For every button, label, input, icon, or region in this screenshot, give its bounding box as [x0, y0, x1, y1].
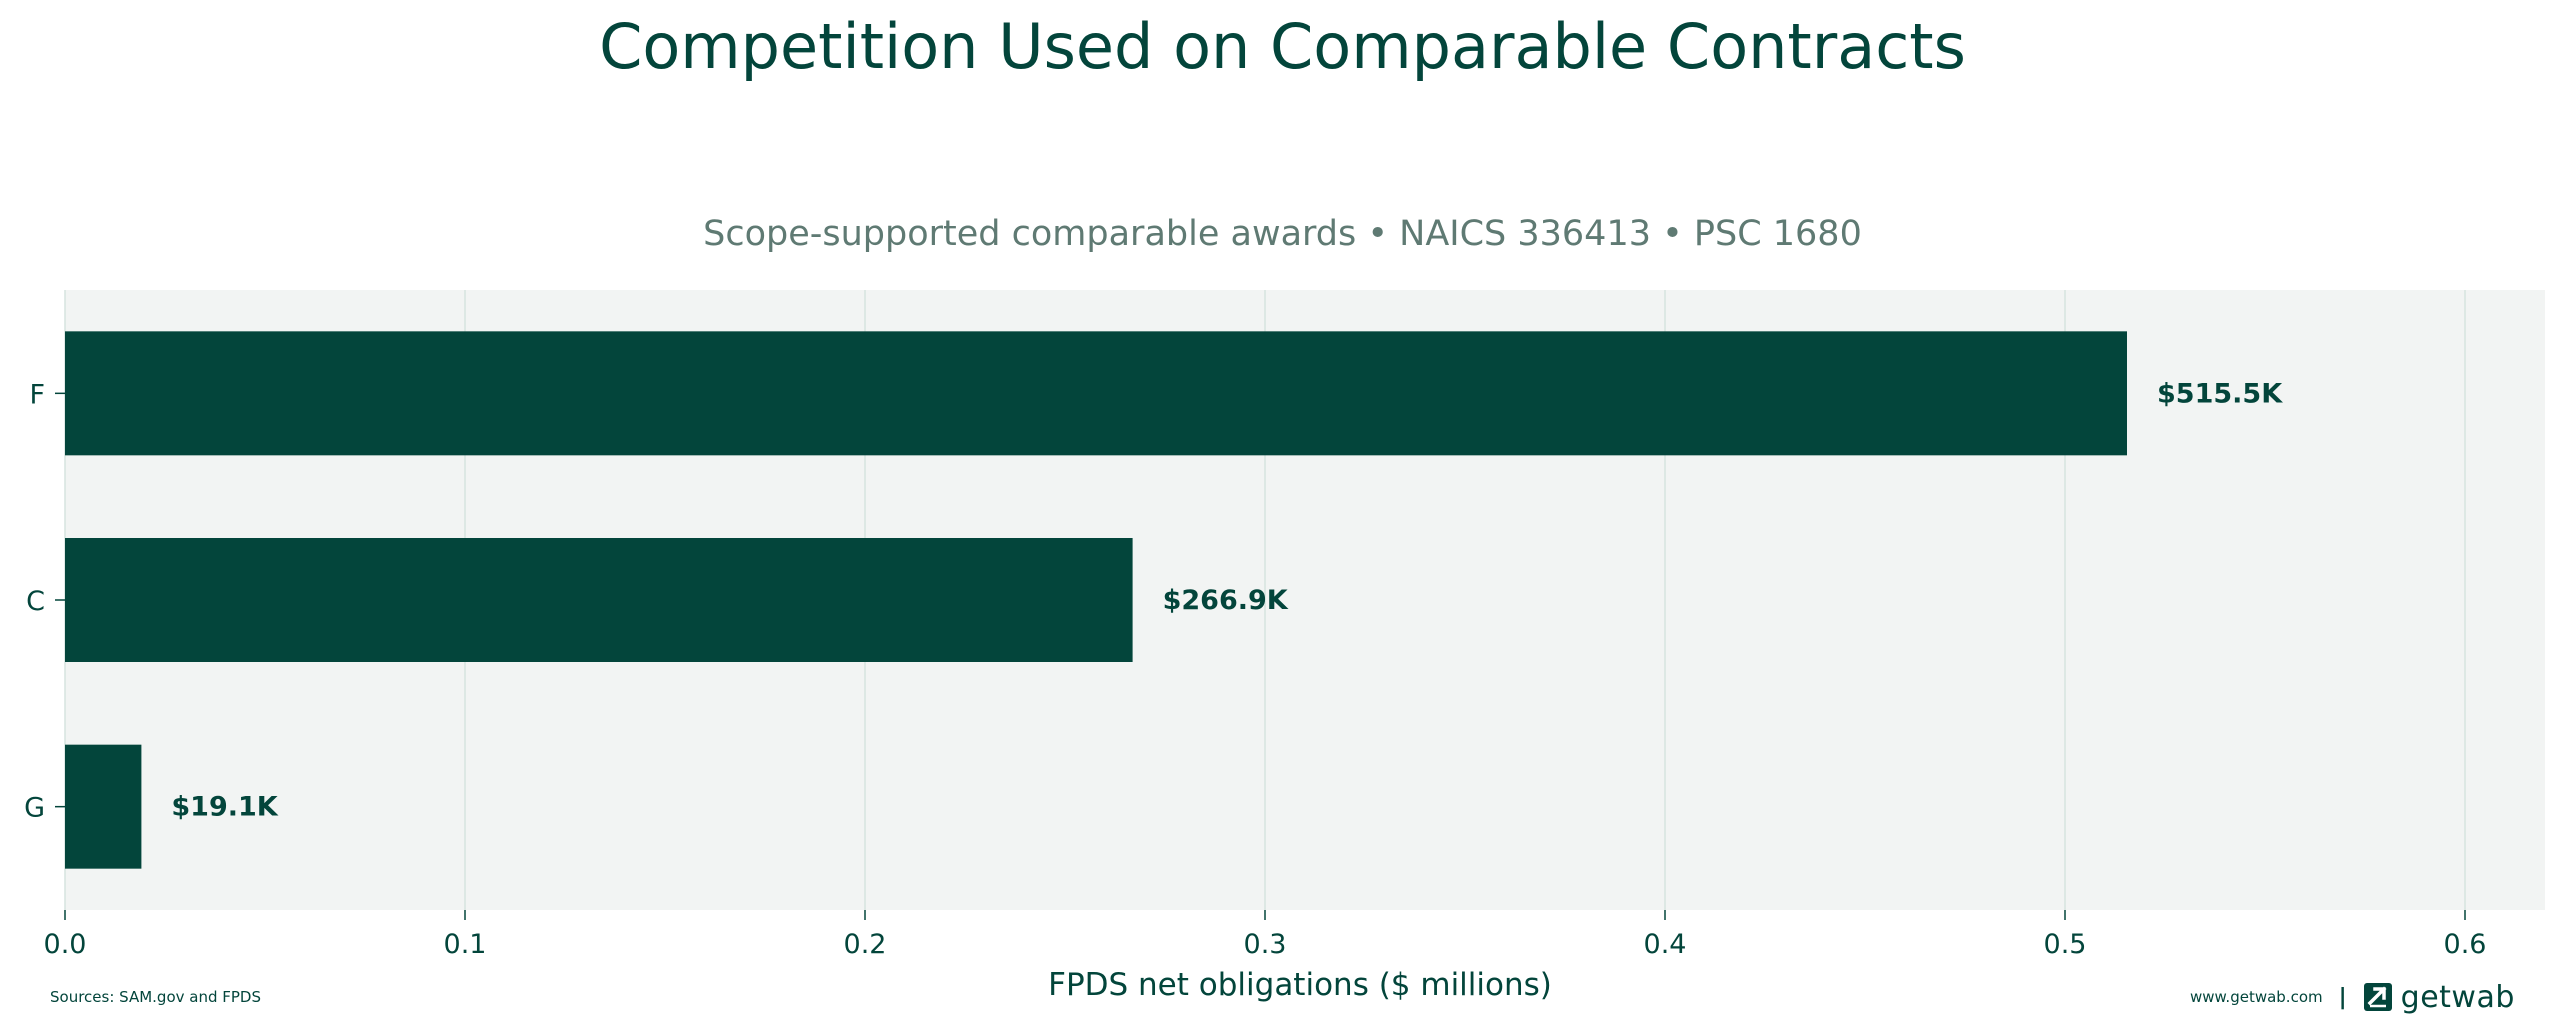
- x-tick-label: 0.0: [44, 929, 87, 960]
- chart-subtitle: Scope-supported comparable awards • NAIC…: [703, 214, 1862, 254]
- data-label: $266.9K: [1163, 585, 1289, 616]
- data-label: $515.5K: [2157, 378, 2283, 409]
- y-tick-label: G: [24, 793, 45, 824]
- chart-title: Competition Used on Comparable Contracts: [599, 10, 1966, 83]
- sources-note: Sources: SAM.gov and FPDS: [50, 988, 262, 1006]
- x-tick-label: 0.1: [444, 929, 487, 960]
- x-tick-label: 0.2: [844, 929, 887, 960]
- brand-logo: getwab: [2363, 980, 2515, 1015]
- x-tick-label: 0.4: [1644, 929, 1687, 960]
- getwab-logo-icon: [2363, 983, 2392, 1011]
- x-tick-label: 0.6: [2444, 929, 2487, 960]
- bar: [65, 331, 2127, 456]
- website-link[interactable]: www.getwab.com: [2190, 988, 2323, 1006]
- y-tick-label: F: [29, 379, 45, 410]
- brand-name: getwab: [2400, 979, 2515, 1015]
- bar: [65, 538, 1133, 662]
- footer-separator: |: [2338, 984, 2347, 1010]
- x-tick-label: 0.5: [2044, 929, 2087, 960]
- data-label: $19.1K: [171, 792, 278, 823]
- x-axis-label: FPDS net obligations ($ millions): [1048, 967, 1552, 1003]
- bar: [65, 744, 142, 869]
- y-tick-label: C: [26, 586, 45, 617]
- x-tick-label: 0.3: [1244, 929, 1287, 960]
- footer-branding: www.getwab.com | getwab: [2190, 980, 2515, 1015]
